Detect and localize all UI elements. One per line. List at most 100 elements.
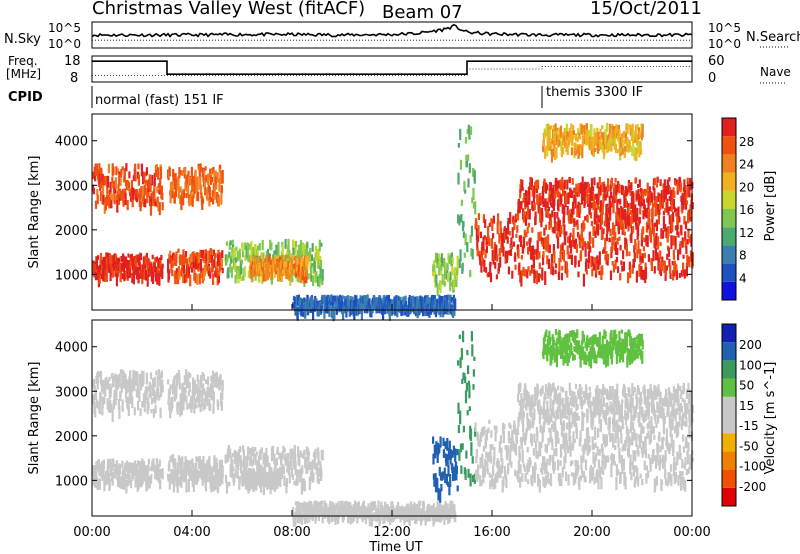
power-cell xyxy=(457,214,460,224)
power-cell xyxy=(528,238,531,252)
power-cell xyxy=(467,178,470,188)
velocity-cell xyxy=(680,418,683,430)
velocity-cell xyxy=(204,404,207,409)
power-cell xyxy=(198,165,201,172)
power-cell xyxy=(639,248,642,263)
velocity-cell xyxy=(460,348,463,360)
power-cell xyxy=(661,256,664,263)
velocity-cell xyxy=(141,471,144,485)
velocity-cell xyxy=(147,464,150,473)
velocity-cell xyxy=(452,445,455,456)
power-cell xyxy=(172,172,175,186)
power-colorbar-tick: 12 xyxy=(739,226,754,240)
velocity-cell xyxy=(530,474,533,485)
power-cell xyxy=(617,181,620,193)
power-cell xyxy=(112,180,115,194)
power-cell xyxy=(652,202,655,210)
power-cell xyxy=(204,259,207,272)
velocity-cell xyxy=(124,473,127,480)
velocity-cell xyxy=(658,465,661,471)
power-cell xyxy=(214,252,217,259)
velocity-cell xyxy=(567,448,570,454)
power-cell xyxy=(664,224,667,232)
velocity-cell xyxy=(259,449,262,460)
power-cell xyxy=(642,210,645,220)
power-cell xyxy=(442,275,445,282)
power-cell xyxy=(572,125,575,135)
power-cell xyxy=(372,302,375,310)
velocity-cell xyxy=(189,470,192,482)
power-cell xyxy=(595,261,598,274)
velocity-cell xyxy=(584,438,587,446)
power-cell xyxy=(182,265,185,274)
power-cell xyxy=(194,272,197,284)
velocity-cell xyxy=(238,476,241,490)
power-cell xyxy=(438,256,441,268)
velocity-cell xyxy=(183,464,186,476)
power-cell xyxy=(103,175,106,185)
power-ytick-label: 3000 xyxy=(55,179,88,194)
velocity-cell xyxy=(172,480,175,493)
velocity-cell xyxy=(466,410,469,416)
power-cell xyxy=(618,141,621,152)
power-cell xyxy=(175,251,178,263)
velocity-cell xyxy=(111,472,114,486)
power-cell xyxy=(300,242,303,250)
power-cell xyxy=(437,253,440,259)
velocity-cell xyxy=(99,467,103,478)
power-cell xyxy=(94,200,98,209)
velocity-cell xyxy=(140,370,143,376)
power-cell xyxy=(482,214,485,223)
power-cell xyxy=(545,236,548,244)
power-cell xyxy=(499,227,503,239)
velocity-cell xyxy=(586,448,589,456)
power-cell xyxy=(292,247,295,261)
power-cell xyxy=(271,268,274,280)
velocity-cell xyxy=(119,391,122,397)
power-cell xyxy=(102,256,105,269)
velocity-cell xyxy=(680,471,683,485)
velocity-cell xyxy=(252,479,255,492)
power-cell xyxy=(533,269,536,284)
velocity-cell xyxy=(520,438,523,450)
velocity-cell xyxy=(217,401,220,410)
velocity-cell xyxy=(533,408,536,420)
power-cell xyxy=(189,177,192,185)
power-cell xyxy=(587,183,590,193)
power-cell xyxy=(623,140,626,145)
velocity-cell xyxy=(482,471,485,484)
power-cell xyxy=(184,166,187,175)
power-cell xyxy=(590,221,593,227)
velocity-cell xyxy=(242,478,245,486)
power-cell xyxy=(338,299,341,310)
velocity-cell xyxy=(510,461,513,468)
power-cell xyxy=(617,222,620,235)
power-cell xyxy=(326,303,329,314)
velocity-cell xyxy=(493,447,496,461)
velocity-cell xyxy=(308,512,311,523)
power-cell xyxy=(577,260,580,267)
power-cell xyxy=(565,123,568,136)
velocity-cell xyxy=(615,401,618,415)
power-cell xyxy=(214,266,218,274)
velocity-cell xyxy=(147,458,150,465)
power-cell xyxy=(447,272,450,283)
power-cell xyxy=(555,147,558,159)
power-cell xyxy=(567,192,570,205)
power-cell xyxy=(462,220,465,227)
velocity-cell xyxy=(139,408,142,417)
power-cell xyxy=(619,198,622,205)
power-cell xyxy=(152,272,155,284)
power-cell xyxy=(557,237,560,249)
velocity-cell xyxy=(143,394,146,403)
velocity-cell xyxy=(559,444,563,458)
power-cell xyxy=(530,246,533,260)
power-cell xyxy=(103,202,106,214)
velocity-cell xyxy=(570,472,573,477)
power-cell xyxy=(590,202,593,209)
power-cell xyxy=(660,260,663,272)
power-cell xyxy=(614,177,617,183)
velocity-cell xyxy=(629,395,633,408)
velocity-cell xyxy=(451,450,454,458)
